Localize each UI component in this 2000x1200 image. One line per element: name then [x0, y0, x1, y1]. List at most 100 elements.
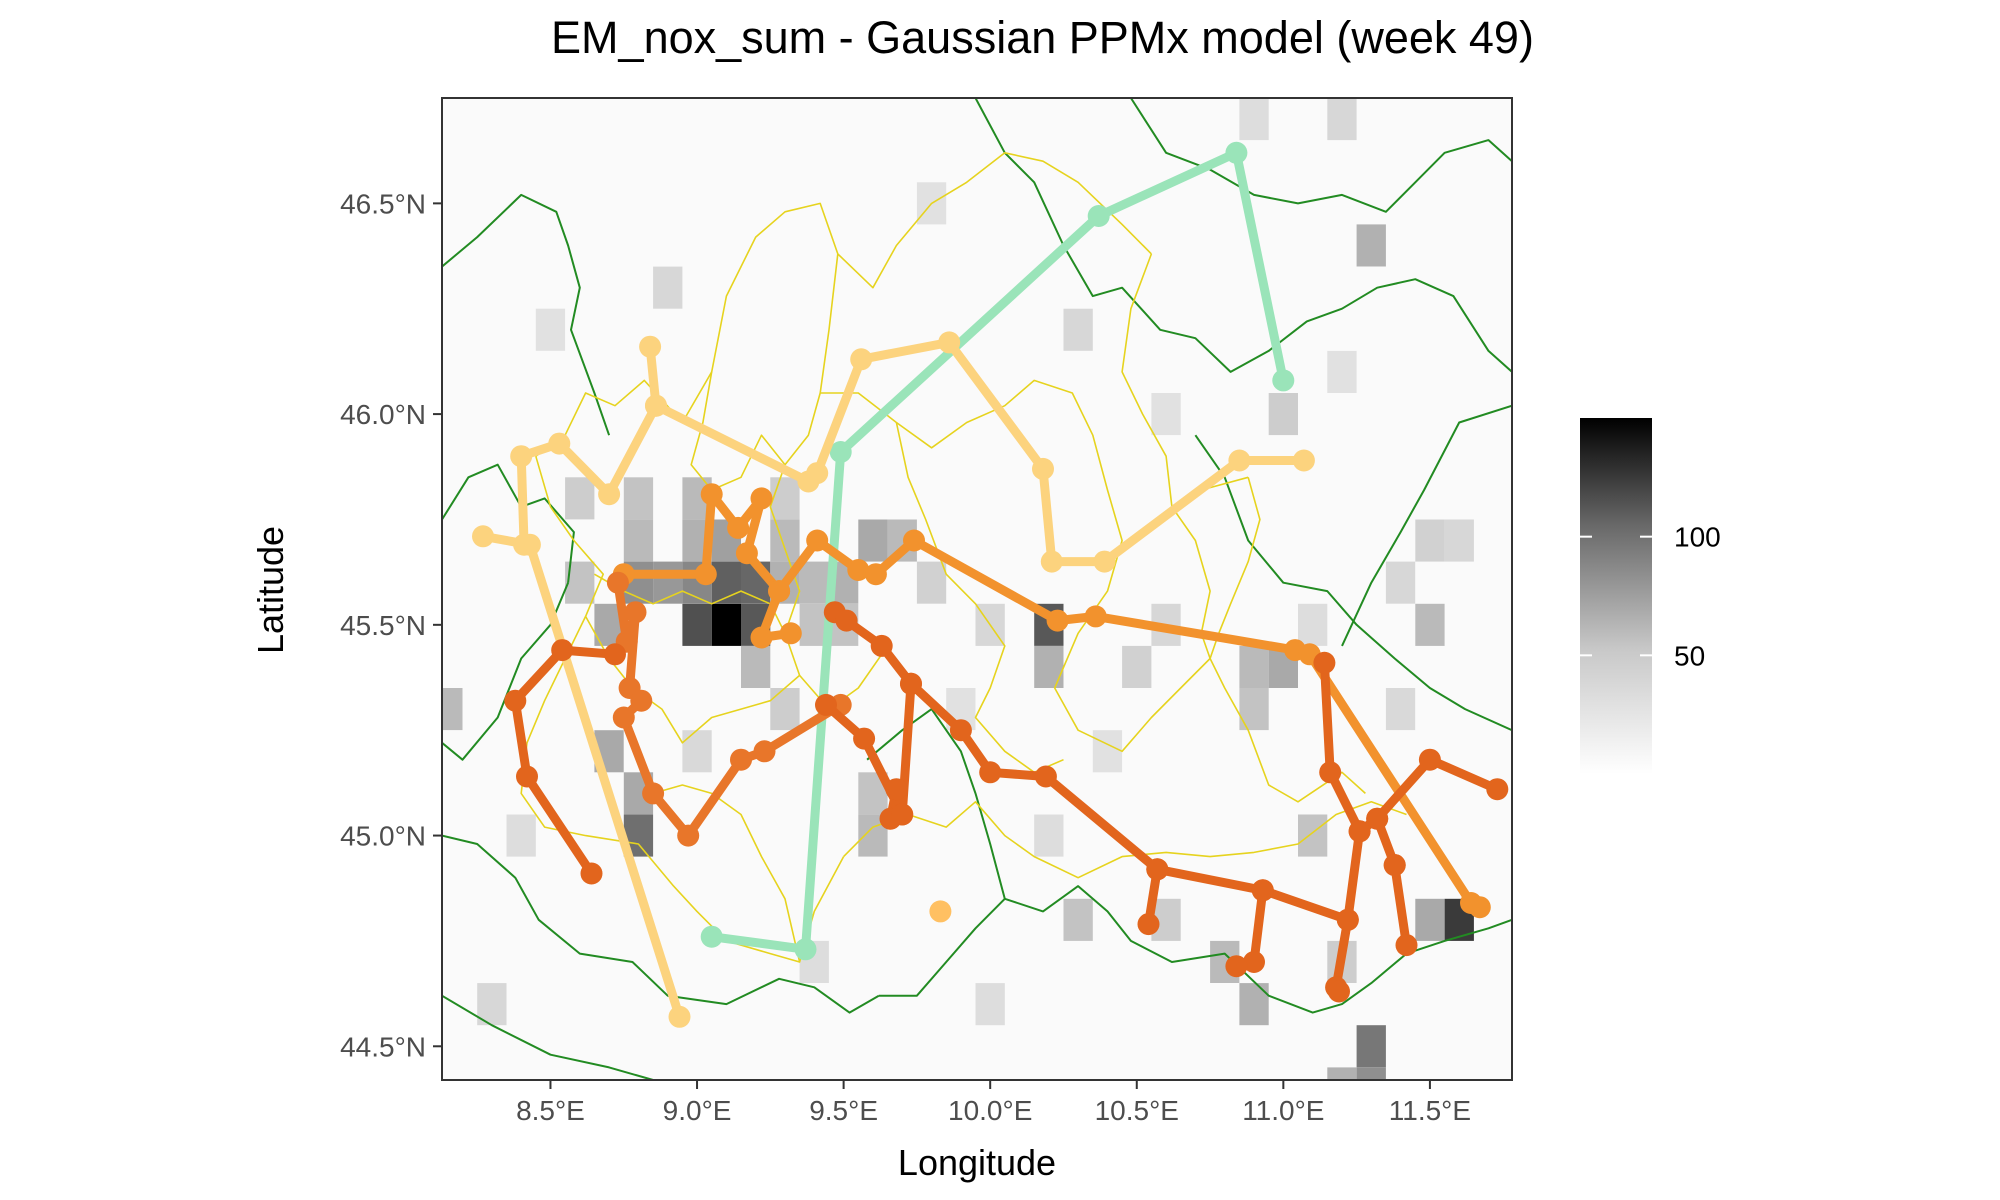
station-point [639, 335, 662, 358]
y-tick-label: 46.0°N [340, 399, 426, 430]
station-point [1137, 913, 1160, 936]
region-boundary-line [1130, 98, 1512, 213]
station-point [598, 483, 621, 506]
heatmap-cell [711, 603, 741, 646]
heatmap-cell [1063, 898, 1093, 941]
heatmap-cell [623, 477, 654, 520]
station-point [1146, 858, 1169, 881]
cluster-track-line [707, 148, 1288, 954]
station-point [645, 394, 667, 417]
station-point [779, 622, 802, 645]
heatmap-cell [623, 519, 654, 562]
station-point [1272, 369, 1295, 392]
station-point [1046, 609, 1069, 632]
station-point [1093, 550, 1116, 573]
heatmap-cell [1298, 603, 1328, 646]
station-point [700, 483, 723, 506]
heatmap-cell [682, 603, 712, 646]
heatmap-cell [770, 519, 800, 562]
station-point [847, 559, 870, 581]
station-point [727, 516, 750, 539]
station-point [606, 571, 629, 594]
station-point [513, 533, 536, 556]
province-boundary-line [584, 616, 801, 744]
station-point [1087, 205, 1110, 227]
heatmap-cell [1034, 645, 1064, 688]
station-point [1225, 141, 1248, 164]
y-tick-label: 45.0°N [340, 821, 426, 852]
heatmap-cell [916, 561, 947, 604]
heatmap-cell [1092, 730, 1123, 773]
station-point [630, 689, 653, 712]
station-point [472, 525, 494, 548]
station-point [794, 938, 817, 961]
heatmap-cell [1327, 350, 1357, 393]
station-point [835, 609, 858, 632]
station-point [891, 803, 914, 826]
station-point [806, 529, 829, 552]
region-boundary-line [442, 994, 654, 1080]
x-axis: 8.5°E 9.0°E 9.5°E 10.0°E 10.5°E 11.0°E 11.5°E [516, 1080, 1471, 1126]
legend-tick-label: 100 [1674, 522, 1721, 553]
heatmap-cell [1268, 393, 1298, 436]
station-point [612, 706, 635, 729]
heatmap-cell [1298, 814, 1328, 857]
y-axis-title: Latitude [250, 526, 291, 654]
station-point [551, 639, 574, 662]
province-boundary-line [1171, 506, 1211, 659]
heatmap-cell [442, 688, 463, 731]
station-point [1468, 896, 1491, 919]
heatmap-cell [1356, 1025, 1386, 1068]
region-boundary-line [866, 708, 1006, 900]
heatmap-cell [1034, 814, 1064, 857]
station-point [750, 626, 773, 649]
heatmap-cell [975, 983, 1005, 1026]
legend-ticks: 100 50 [1580, 522, 1721, 671]
x-tick-label: 8.5°E [516, 1095, 585, 1126]
station-point [504, 689, 527, 712]
station-point [1034, 765, 1057, 788]
station-point [949, 719, 972, 742]
region-boundary-line [442, 834, 880, 1014]
heatmap-cell [1239, 983, 1269, 1026]
heatmap-cell [594, 1110, 623, 1152]
heatmap-cell [1122, 645, 1152, 688]
region-boundary-line [442, 193, 611, 436]
y-axis: 46.5°N 46.0°N 45.5°N 45.0°N 44.5°N [340, 188, 442, 1062]
station-point [1225, 955, 1248, 978]
station-point [1366, 807, 1389, 830]
map-panel-background [442, 98, 1512, 1080]
province-boundary-line [520, 455, 845, 963]
x-tick-label: 11.5°E [1389, 1095, 1471, 1126]
station-point [624, 601, 647, 624]
heatmap-cell [624, 1110, 653, 1152]
province-boundary-line [594, 573, 786, 634]
station-point [668, 1005, 691, 1028]
heatmap-cell [1356, 224, 1386, 267]
region-boundary-line [974, 98, 1512, 373]
y-tick-label: 45.5°N [340, 610, 426, 641]
station-point [768, 580, 791, 603]
station-point [1292, 449, 1315, 472]
station-point [900, 672, 922, 695]
province-boundary-line [820, 379, 1366, 803]
station-point [1336, 908, 1359, 931]
heatmap-cell [1356, 1067, 1386, 1080]
station-point [516, 765, 538, 788]
station-point [510, 445, 533, 468]
station-point [1328, 980, 1350, 1003]
heatmap-cell [653, 266, 683, 309]
station-point [815, 693, 837, 716]
station-point [864, 563, 887, 586]
heatmap-cell [858, 519, 888, 562]
chart-title: EM_nox_sum - Gaussian PPMx model (week 4… [551, 12, 1534, 63]
heatmap-cell [682, 730, 712, 773]
region-boundaries [442, 98, 1512, 1080]
station-point [1040, 550, 1063, 573]
station-point [677, 824, 700, 847]
station-point [753, 740, 776, 763]
station-point [1319, 761, 1342, 784]
x-tick-label: 10.0°E [948, 1095, 1032, 1126]
province-boundary-line [652, 784, 801, 963]
